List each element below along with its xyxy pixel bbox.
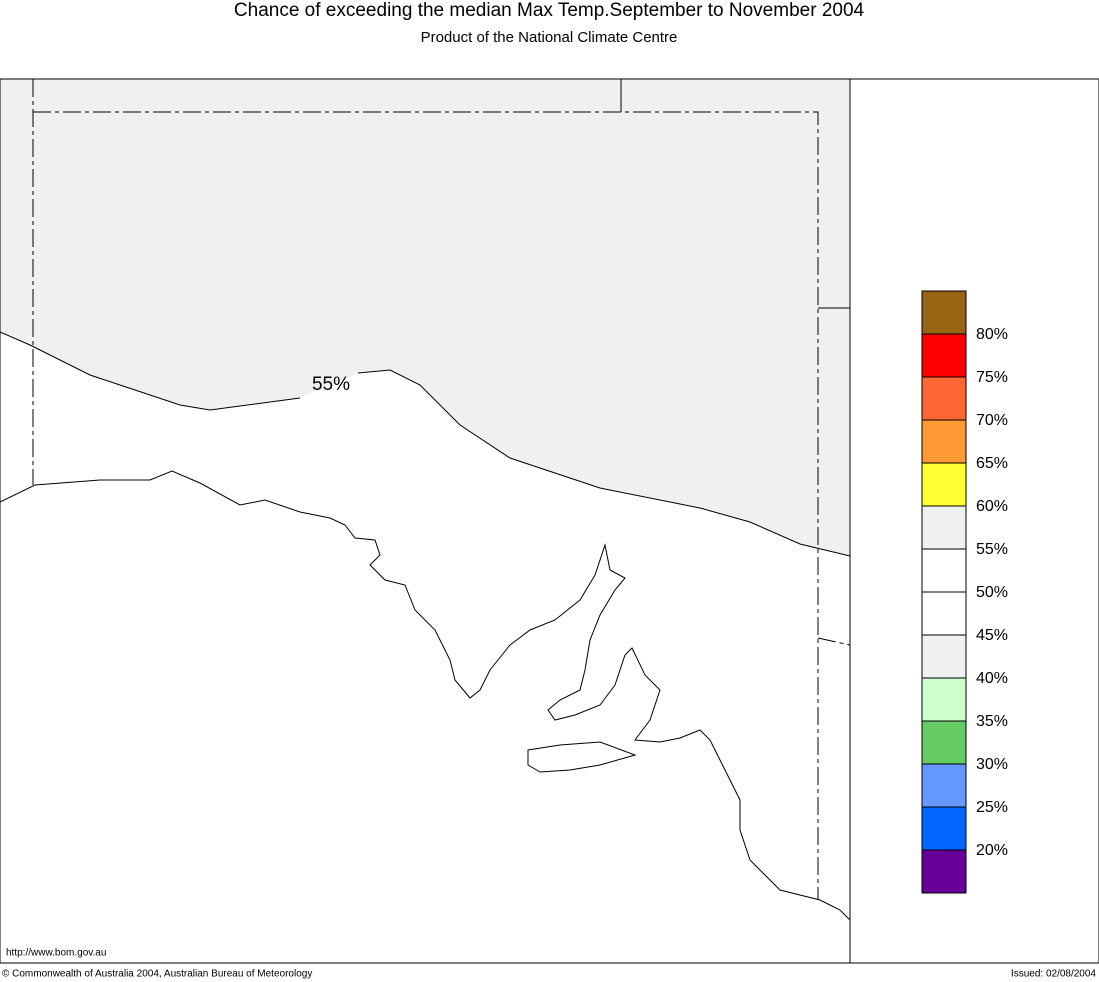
borders: [32, 79, 851, 900]
legend-label: 30%: [976, 756, 1008, 773]
legend-swatch: [921, 720, 967, 765]
legend-label: 45%: [976, 627, 1008, 644]
legend-swatch: [921, 419, 967, 464]
title: Chance of exceeding the median Max Temp.…: [234, 0, 865, 21]
issued: Issued: 02/08/2004: [1011, 969, 1097, 980]
legend-swatch: [921, 677, 967, 722]
legend-swatch: [921, 548, 967, 593]
legend-label: 25%: [976, 799, 1008, 816]
copyright: © Commonwealth of Australia 2004, Austra…: [2, 969, 312, 980]
legend-swatch: [921, 806, 967, 851]
legend-label: 50%: [976, 584, 1008, 601]
subtitle: Product of the National Climate Centre: [421, 29, 678, 46]
island: [527, 741, 637, 773]
contour-line: [0, 331, 851, 557]
legend-swatch: [921, 462, 967, 507]
region-above: [0, 79, 850, 556]
contour-label: 55%: [312, 374, 350, 395]
legend-label: 35%: [976, 713, 1008, 730]
legend: 80% 75% 70% 65% 60% 55% 50% 45% 40% 35% 30% 25% 20%: [921, 290, 1008, 894]
legend-swatch: [921, 591, 967, 636]
legend-label: 55%: [976, 541, 1008, 558]
legend-label: 60%: [976, 498, 1008, 515]
map: 55%: [0, 78, 851, 964]
legend-swatch: [921, 849, 967, 894]
legend-swatch: [921, 333, 967, 378]
url: http://www.bom.gov.au: [6, 948, 106, 959]
legend-label: 65%: [976, 455, 1008, 472]
legend-swatch: [921, 634, 967, 679]
legend-swatch: [921, 763, 967, 808]
legend-swatch: [921, 290, 967, 335]
legend-label: 80%: [976, 326, 1008, 343]
legend-label: 40%: [976, 670, 1008, 687]
legend-label: 70%: [976, 412, 1008, 429]
legend-swatch: [921, 505, 967, 550]
legend-label: 20%: [976, 842, 1008, 859]
legend-panel: [849, 78, 1099, 964]
coastline: [0, 470, 851, 921]
legend-swatch: [921, 376, 967, 421]
legend-label: 75%: [976, 369, 1008, 386]
